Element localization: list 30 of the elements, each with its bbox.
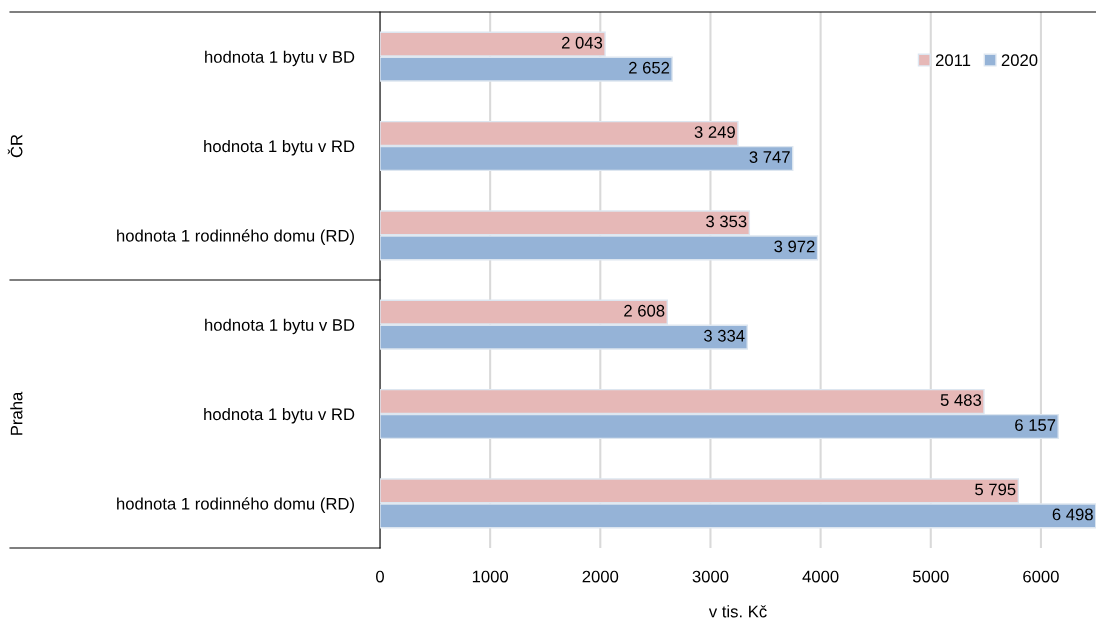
y-tick-label: hodnota 1 bytu v BD xyxy=(205,318,355,335)
text: Praha xyxy=(10,391,23,435)
data-label: 2 608 xyxy=(624,304,665,317)
x-axis-title: v tis. Kč xyxy=(708,605,767,618)
data-label: 5 795 xyxy=(975,483,1016,496)
y-tick-label: hodnota 1 rodinného domu (RD) xyxy=(117,497,354,513)
data-label: 3 353 xyxy=(706,215,747,228)
legend-label: 2020 xyxy=(1001,54,1038,67)
y-tick-label: hodnota 1 rodinného domu (RD) xyxy=(117,229,354,245)
data-label: 2 652 xyxy=(629,61,670,74)
x-tick-label: 2000 xyxy=(582,570,619,583)
data-label: 6 498 xyxy=(1052,508,1093,521)
x-tick-label: 4000 xyxy=(802,570,839,583)
y-tick-label: hodnota 1 bytu v BD xyxy=(205,50,355,67)
data-label: 3 747 xyxy=(749,151,790,163)
y-tick-label: hodnota 1 bytu v RD xyxy=(204,407,355,424)
x-tick-label: 5000 xyxy=(912,570,949,583)
x-tick-label: 1000 xyxy=(472,570,509,583)
x-tick-label: 0 xyxy=(376,570,384,583)
text: ČR xyxy=(7,134,23,158)
legend-label: 2011 xyxy=(935,54,971,67)
x-tick-label: 3000 xyxy=(692,570,729,583)
data-label: 5 483 xyxy=(940,394,982,406)
x-tick-label: 6000 xyxy=(1023,570,1059,583)
y-tick-label: hodnota 1 bytu v RD xyxy=(204,139,355,156)
data-label: 3 972 xyxy=(774,240,815,253)
data-label: 3 249 xyxy=(694,126,735,138)
data-label: 6 157 xyxy=(1015,419,1056,431)
data-label: 2 043 xyxy=(561,36,603,49)
data-label: 3 334 xyxy=(703,329,745,342)
